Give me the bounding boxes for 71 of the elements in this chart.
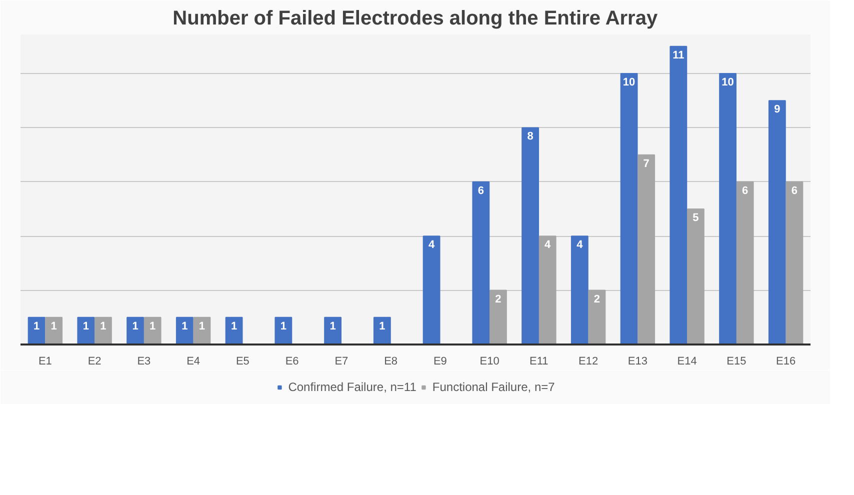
x-tick-label: E2 (88, 356, 102, 368)
bar (638, 154, 656, 344)
data-label: 4 (544, 239, 552, 252)
bar (472, 181, 490, 344)
bar (538, 236, 556, 344)
bar (686, 208, 704, 344)
data-label: 1 (198, 320, 206, 332)
data-label: 1 (379, 320, 386, 332)
x-tick-label: E8 (384, 356, 398, 368)
bar (768, 100, 786, 344)
legend-label: Functional Failure, n=7 (432, 380, 555, 394)
data-label: 10 (722, 76, 734, 89)
data-label: 1 (33, 320, 40, 332)
bar (670, 46, 688, 344)
data-label: 1 (82, 320, 89, 332)
x-tick-label: E5 (236, 356, 250, 368)
bar (324, 316, 342, 344)
data-label: 2 (594, 293, 600, 306)
bar (126, 316, 144, 344)
bar (786, 181, 804, 344)
bar (193, 316, 211, 344)
bar (620, 73, 638, 344)
x-tick-label: E11 (530, 356, 548, 368)
data-label: 4 (576, 239, 584, 252)
data-label: 1 (280, 320, 286, 332)
data-label: 7 (643, 158, 650, 170)
data-label: 8 (527, 130, 534, 143)
bar (489, 290, 507, 344)
bar (373, 316, 391, 344)
x-tick-label: E12 (578, 356, 598, 368)
data-label: 1 (182, 320, 188, 332)
data-label: 1 (330, 320, 336, 332)
data-label: 5 (692, 212, 699, 224)
legend-label: Confirmed Failure, n=11 (288, 380, 416, 394)
data-label: 1 (230, 320, 238, 332)
data-label: 11 (672, 49, 684, 62)
data-label: 9 (774, 104, 780, 116)
bar (422, 236, 440, 344)
bar (736, 181, 754, 344)
x-tick-label: E1 (38, 356, 52, 368)
data-label: 6 (791, 184, 798, 197)
x-tick-label: E7 (334, 356, 348, 368)
x-tick-label: E4 (186, 356, 200, 368)
data-label: 2 (495, 293, 502, 306)
x-tick-label: E10 (480, 356, 500, 368)
bar (45, 316, 63, 344)
x-tick-label: E15 (726, 356, 746, 368)
data-label: 1 (100, 320, 106, 332)
data-label: 10 (622, 76, 636, 89)
x-tick-label: E13 (628, 356, 648, 368)
data-label: 4 (428, 239, 436, 252)
bar (225, 316, 243, 344)
data-label: 1 (50, 320, 57, 332)
x-tick-label: E6 (285, 356, 299, 368)
data-label: 6 (478, 184, 484, 197)
bar (588, 290, 606, 344)
data-label: 6 (742, 184, 748, 197)
x-tick-label: E3 (137, 356, 151, 368)
bar (274, 316, 292, 344)
bar (94, 316, 112, 344)
bar (522, 127, 540, 344)
x-tick-label: E16 (776, 356, 796, 368)
chart-title: Number of Failed Electrodes along the Entire Array (172, 8, 658, 30)
bar (719, 73, 737, 344)
x-tick-label: E9 (433, 356, 447, 368)
data-label: 1 (150, 320, 156, 332)
bar (144, 316, 162, 344)
x-tick-label: E14 (677, 356, 697, 368)
bar (570, 236, 588, 344)
data-label: 1 (132, 320, 138, 332)
bar (77, 316, 95, 344)
